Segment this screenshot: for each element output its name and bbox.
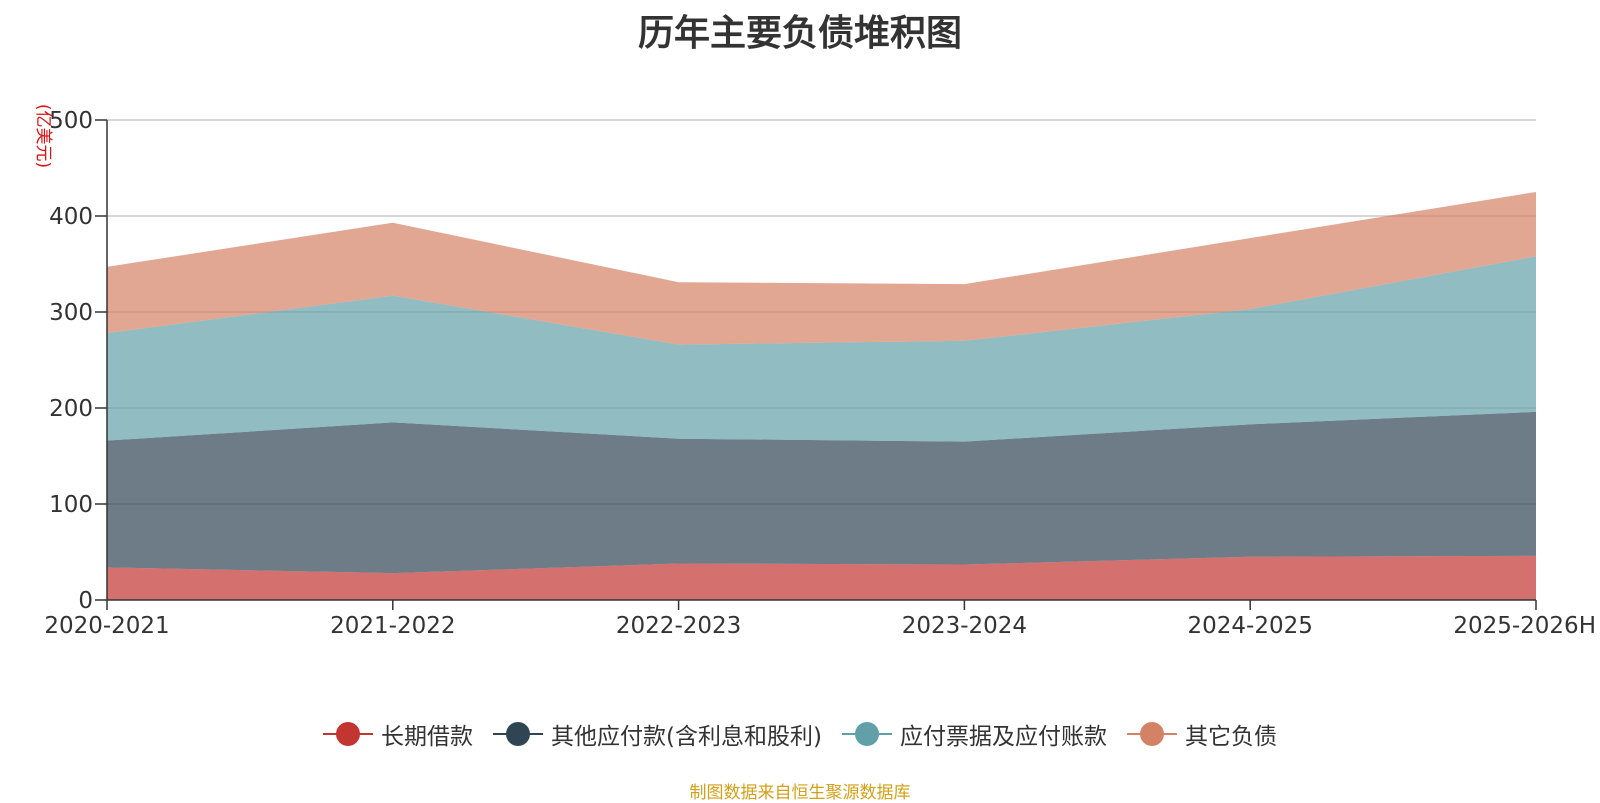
area-series-0[interactable]	[107, 555, 1536, 600]
legend-marker-icon	[493, 722, 544, 746]
legend: 长期借款 其他应付款(含利息和股利) 应付票据及应付账款 其它负债	[0, 716, 1600, 752]
y-tick-label: 200	[49, 396, 93, 422]
area-series	[107, 192, 1536, 600]
legend-label: 应付票据及应付账款	[899, 724, 1107, 750]
y-tick-label: 500	[49, 108, 93, 134]
area-series-2[interactable]	[107, 256, 1536, 442]
source-note: 制图数据来自恒生聚源数据库	[689, 783, 911, 803]
legend-item-2[interactable]: 应付票据及应付账款	[841, 717, 1107, 751]
y-tick-label: 400	[49, 204, 93, 230]
legend-label: 其它负债	[1184, 724, 1277, 750]
legend-marker-icon	[323, 722, 374, 746]
y-tick-label: 300	[49, 300, 93, 326]
legend-item-0[interactable]: 长期借款	[323, 717, 473, 751]
x-tick-label: 2021-2022	[330, 613, 455, 639]
x-tick-label: 2025-2026H	[1453, 613, 1596, 639]
area-series-1[interactable]	[107, 411, 1536, 574]
legend-marker-icon	[841, 722, 892, 746]
legend-item-1[interactable]: 其他应付款(含利息和股利)	[493, 717, 822, 751]
legend-item-3[interactable]: 其它负债	[1126, 717, 1277, 751]
x-tick-label: 2023-2024	[902, 613, 1027, 639]
y-axis-label: (亿美元)	[33, 104, 53, 168]
axes: 0 100 200 300 400 500 2020-2021 2021-2022 2022-2…	[44, 108, 1596, 639]
y-tick-label: 100	[49, 492, 93, 518]
legend-label: 长期借款	[381, 724, 474, 750]
legend-label: 其他应付款(含利息和股利)	[551, 724, 822, 750]
y-tick-label: 0	[78, 588, 93, 614]
x-tick-label: 2020-2021	[44, 613, 169, 639]
legend-marker-icon	[1126, 722, 1177, 746]
x-tick-label: 2024-2025	[1188, 613, 1313, 639]
x-tick-label: 2022-2023	[616, 613, 741, 639]
area-series-3[interactable]	[107, 192, 1536, 345]
chart-title: 历年主要负债堆积图	[637, 13, 962, 54]
